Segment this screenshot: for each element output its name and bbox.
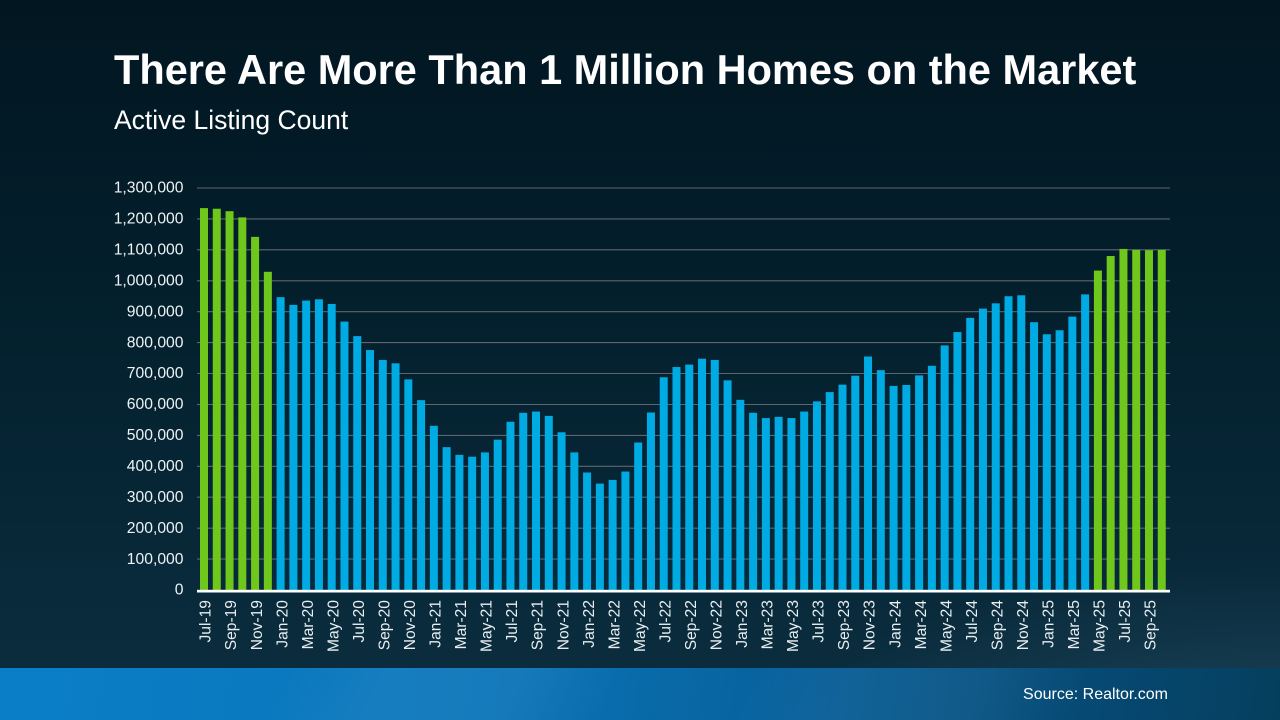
svg-text:Nov-24: Nov-24 — [1015, 600, 1032, 651]
svg-text:May-20: May-20 — [325, 600, 342, 652]
svg-text:Jul-20: Jul-20 — [351, 600, 368, 643]
svg-text:Mar-25: Mar-25 — [1066, 600, 1083, 650]
svg-text:Jan-24: Jan-24 — [887, 600, 904, 648]
svg-text:Jan-20: Jan-20 — [274, 600, 291, 648]
svg-text:Mar-24: Mar-24 — [913, 600, 930, 650]
svg-text:May-21: May-21 — [479, 600, 496, 652]
svg-text:Jul-22: Jul-22 — [657, 600, 674, 642]
svg-text:500,000: 500,000 — [127, 427, 184, 444]
svg-text:100,000: 100,000 — [127, 551, 184, 568]
svg-text:Jan-23: Jan-23 — [734, 600, 751, 648]
svg-text:Sep-21: Sep-21 — [530, 600, 547, 650]
svg-text:Jan-22: Jan-22 — [581, 600, 598, 648]
svg-text:Sep-22: Sep-22 — [683, 600, 700, 650]
svg-text:Mar-22: Mar-22 — [606, 600, 623, 649]
svg-text:Jan-25: Jan-25 — [1041, 600, 1058, 648]
svg-text:400,000: 400,000 — [127, 458, 184, 475]
svg-text:Jul-23: Jul-23 — [811, 600, 828, 642]
svg-text:Nov-23: Nov-23 — [862, 600, 879, 650]
svg-text:Sep-19: Sep-19 — [223, 600, 240, 650]
svg-text:May-23: May-23 — [785, 600, 802, 652]
svg-text:700,000: 700,000 — [127, 365, 184, 382]
svg-text:May-25: May-25 — [1092, 600, 1109, 652]
svg-text:1,000,000: 1,000,000 — [114, 273, 184, 290]
svg-text:Nov-20: Nov-20 — [402, 600, 419, 651]
svg-text:Nov-19: Nov-19 — [249, 600, 266, 650]
svg-text:900,000: 900,000 — [127, 303, 184, 320]
svg-text:Nov-21: Nov-21 — [555, 600, 572, 650]
svg-text:May-22: May-22 — [632, 600, 649, 652]
svg-text:Jan-21: Jan-21 — [428, 600, 445, 648]
svg-text:1,200,000: 1,200,000 — [114, 211, 184, 228]
svg-text:600,000: 600,000 — [127, 396, 184, 413]
svg-text:800,000: 800,000 — [127, 334, 184, 351]
svg-text:Mar-21: Mar-21 — [453, 600, 470, 649]
svg-text:Sep-20: Sep-20 — [376, 600, 393, 651]
svg-text:0: 0 — [175, 582, 184, 599]
svg-text:Sep-24: Sep-24 — [989, 600, 1006, 651]
svg-text:May-24: May-24 — [938, 600, 955, 652]
svg-text:Nov-22: Nov-22 — [709, 600, 726, 650]
svg-text:Sep-23: Sep-23 — [836, 600, 853, 650]
svg-text:200,000: 200,000 — [127, 520, 184, 537]
svg-text:1,300,000: 1,300,000 — [114, 180, 184, 197]
svg-text:1,100,000: 1,100,000 — [114, 242, 184, 259]
svg-text:300,000: 300,000 — [127, 489, 184, 506]
svg-text:Jul-24: Jul-24 — [964, 600, 981, 643]
svg-text:Mar-20: Mar-20 — [300, 600, 317, 650]
svg-text:Jul-25: Jul-25 — [1117, 600, 1134, 643]
svg-text:Sep-25: Sep-25 — [1143, 600, 1160, 651]
svg-text:Jul-19: Jul-19 — [198, 600, 215, 642]
svg-text:Mar-23: Mar-23 — [760, 600, 777, 649]
svg-text:Jul-21: Jul-21 — [504, 600, 521, 642]
